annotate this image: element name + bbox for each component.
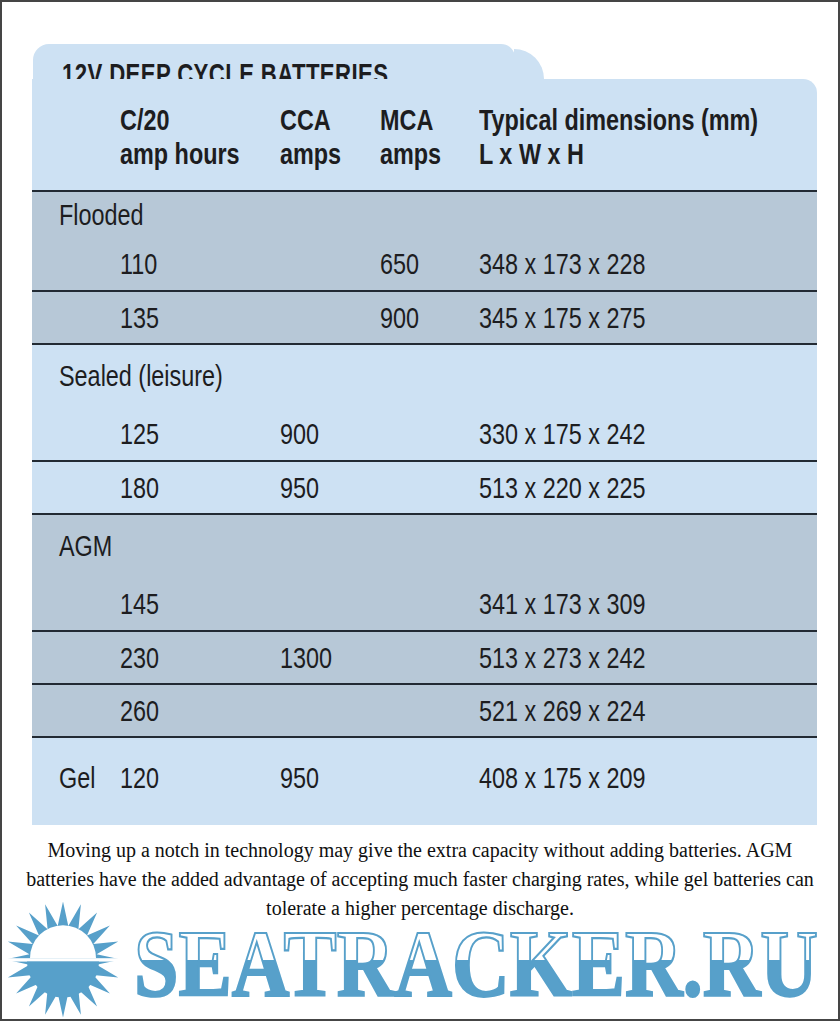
- table-row: 260 521 x 269 x 224: [32, 683, 817, 736]
- cell-c20-amp-hours: 260: [120, 694, 159, 728]
- table-body: Flooded 110 650 348 x 173 x 228 135 900 345 x …: [32, 190, 817, 817]
- cell-cca-amps: 950: [280, 761, 319, 795]
- cell-cca-amps: 1300: [280, 641, 332, 675]
- cell-dimensions: 345 x 175 x 275: [479, 301, 646, 335]
- cell-dimensions: 330 x 175 x 242: [479, 417, 646, 451]
- cell-c20-amp-hours: 135: [120, 301, 159, 335]
- table-header-row: C/20 amp hours CCA amps MCA amps Typical…: [32, 79, 817, 190]
- table-row: 135 900 345 x 175 x 275: [32, 290, 817, 343]
- section-label: Sealed (leisure): [59, 359, 223, 393]
- caption: Moving up a notch in technology may give…: [2, 836, 838, 923]
- section-label: Flooded: [59, 198, 144, 232]
- cell-c20-amp-hours: 145: [120, 587, 159, 621]
- cell-cca-amps: 900: [280, 417, 319, 451]
- column-header-c20: C/20 amp hours: [120, 103, 240, 171]
- battery-table-panel: C/20 amp hours CCA amps MCA amps Typical…: [32, 79, 817, 825]
- table-row: 230 1300 513 x 273 x 242: [32, 630, 817, 683]
- section-label-row: Sealed (leisure): [32, 345, 817, 407]
- column-header-mca: MCA amps: [380, 103, 441, 171]
- scanned-page: 12V DEEP CYCLE BATTERIES C/20 amp hours …: [0, 0, 840, 1021]
- table-row: 110 650 348 x 173 x 228: [32, 237, 817, 290]
- tab-fillet: [514, 49, 544, 80]
- table-row: 125 900 330 x 175 x 242: [32, 407, 817, 460]
- svg-text:SEATRACKER.RU: SEATRACKER.RU: [134, 912, 818, 1017]
- cell-dimensions: 513 x 220 x 225: [479, 471, 646, 505]
- cell-c20-amp-hours: 110: [120, 247, 157, 281]
- caption-line: batteries have the added advantage of ac…: [2, 865, 838, 894]
- table-row: 180 950 513 x 220 x 225: [32, 460, 817, 513]
- section-label-row: AGM: [32, 515, 817, 577]
- cell-mca-amps: 650: [380, 247, 419, 281]
- cell-c20-amp-hours: 180: [120, 471, 159, 505]
- section-flooded: Flooded 110 650 348 x 173 x 228 135 900 345 x …: [32, 190, 817, 343]
- section-label-row: Flooded: [32, 192, 817, 237]
- table-row: 145 341 x 173 x 309: [32, 577, 817, 630]
- cell-c20-amp-hours: 125: [120, 417, 159, 451]
- cell-c20-amp-hours: 120: [120, 761, 159, 795]
- column-header-dimensions: Typical dimensions (mm) L x W x H: [479, 103, 758, 171]
- cell-dimensions: 521 x 269 x 224: [479, 694, 646, 728]
- section-agm: AGM145 341 x 173 x 309 230 1300 513 x 273 x …: [32, 513, 817, 736]
- caption-line: Moving up a notch in technology may give…: [2, 836, 838, 865]
- cell-dimensions: 513 x 273 x 242: [479, 641, 646, 675]
- cell-mca-amps: 900: [380, 301, 419, 335]
- column-header-cca: CCA amps: [280, 103, 341, 171]
- table-title-tab: 12V DEEP CYCLE BATTERIES: [33, 44, 515, 84]
- section-label: AGM: [59, 529, 112, 563]
- cell-c20-amp-hours: 230: [120, 641, 159, 675]
- table-row: Gel 120 950 408 x 175 x 209: [32, 738, 817, 817]
- section-sealed-leisure: Sealed (leisure) 125 900 330 x 175 x 242 180…: [32, 343, 817, 513]
- section-label: Gel: [59, 761, 95, 795]
- cell-dimensions: 408 x 175 x 209: [479, 761, 646, 795]
- section-gel: Gel 120 950 408 x 175 x 209: [32, 736, 817, 817]
- sun-icon: [3, 900, 123, 1020]
- watermark-text: SEATRACKER.RU: [132, 912, 824, 1020]
- cell-dimensions: 348 x 173 x 228: [479, 247, 646, 281]
- cell-cca-amps: 950: [280, 471, 319, 505]
- cell-dimensions: 341 x 173 x 309: [479, 587, 646, 621]
